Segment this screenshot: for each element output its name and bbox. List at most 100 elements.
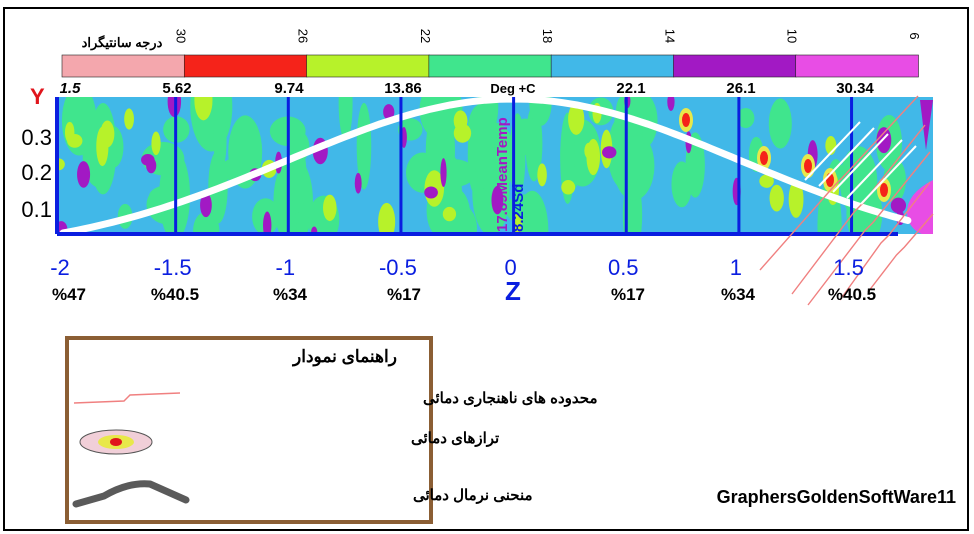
top-label: 30.34 bbox=[836, 80, 874, 97]
color-scale-title: درجه سانتیگراد bbox=[82, 34, 163, 51]
contour-region bbox=[383, 104, 395, 120]
y-tick-label: 0.2 bbox=[21, 160, 52, 185]
x-tick-label: 1.5 bbox=[833, 255, 864, 280]
contour-region bbox=[667, 97, 675, 111]
contour-region bbox=[920, 100, 933, 150]
top-label: 1.5 bbox=[60, 80, 82, 97]
percent-label: %40.5 bbox=[151, 285, 199, 304]
color-scale-tick: 6 bbox=[907, 32, 922, 39]
contour-region bbox=[440, 158, 447, 187]
anomaly-line-highlight bbox=[832, 133, 889, 193]
color-scale-tick: 14 bbox=[662, 29, 677, 43]
percent-label: %17 bbox=[387, 285, 421, 304]
contour-region bbox=[737, 108, 755, 129]
contour-region bbox=[516, 190, 549, 234]
color-scale-bar bbox=[61, 54, 919, 78]
contour-region bbox=[151, 131, 161, 156]
contour-region bbox=[194, 97, 213, 121]
x-axis-ticks: -2 -1.5 -1 -0.5 0 0.5 1 1.5 bbox=[50, 255, 864, 280]
contour-region bbox=[568, 103, 585, 135]
anomaly-line bbox=[791, 124, 926, 295]
color-scale-tick: 18 bbox=[540, 29, 555, 43]
contour-region bbox=[602, 146, 617, 159]
level-inner-symbol bbox=[110, 438, 122, 446]
curve-symbol bbox=[72, 480, 190, 508]
legend-label-anomaly: محدوده های ناهنجاری دمائی bbox=[423, 390, 597, 407]
contour-region bbox=[124, 108, 134, 130]
legend-label-curve: منحنی نرمال دمائی bbox=[413, 487, 533, 504]
color-scale-tick: 30 bbox=[173, 29, 188, 43]
contour-region bbox=[586, 138, 601, 176]
percent-label: %34 bbox=[273, 285, 308, 304]
contour-region bbox=[876, 127, 892, 154]
contour-region bbox=[788, 180, 804, 218]
contour-region bbox=[263, 211, 272, 234]
top-label: 5.62 bbox=[162, 80, 191, 97]
anomaly-lines bbox=[759, 95, 934, 306]
legend-title: راهنمای نمودار bbox=[291, 347, 397, 367]
x-tick-label: 0 bbox=[504, 255, 516, 280]
contour-region bbox=[77, 161, 91, 188]
x-tick-label: -1.5 bbox=[154, 255, 192, 280]
contour-region bbox=[354, 172, 362, 194]
z-grid-lines bbox=[174, 97, 854, 234]
contour-region bbox=[200, 192, 212, 218]
percent-label: %17 bbox=[611, 285, 645, 304]
contour-region bbox=[356, 102, 372, 190]
anomaly-line bbox=[839, 181, 931, 301]
top-temperature-labels: 1.5 5.62 9.74 13.86 Deg +C 22.1 26.1 30.34 bbox=[60, 80, 875, 97]
contour-region bbox=[453, 123, 472, 143]
color-band bbox=[795, 54, 919, 78]
anomaly-line-highlight bbox=[818, 127, 875, 187]
x-tick-label: -0.5 bbox=[379, 255, 417, 280]
color-scale-tick: 26 bbox=[296, 29, 311, 43]
contour-region bbox=[424, 186, 438, 199]
contour-region bbox=[804, 159, 812, 173]
top-label: 13.86 bbox=[384, 80, 422, 97]
software-credit: GraphersGoldenSoftWare11 bbox=[717, 487, 956, 507]
y-axis-ticks: 0.3 0.2 0.1 bbox=[21, 125, 52, 222]
top-label: 22.1 bbox=[616, 80, 645, 97]
legend-label-levels: ترازهای دمائی bbox=[411, 430, 499, 447]
normal-curve bbox=[59, 97, 912, 234]
percent-labels: %47 %40.5 %34 %17 %17 %34 %40.5 bbox=[52, 285, 876, 304]
color-band bbox=[673, 54, 797, 78]
anomaly-line bbox=[867, 213, 934, 293]
anomaly-line bbox=[807, 151, 931, 306]
percent-label: %34 bbox=[721, 285, 756, 304]
mean-temp-label: 17.89MeanTemp bbox=[494, 117, 511, 232]
color-band bbox=[306, 54, 430, 78]
contour-region bbox=[467, 104, 493, 162]
x-tick-label: 0.5 bbox=[608, 255, 639, 280]
contour-region bbox=[323, 194, 337, 222]
contour-region bbox=[682, 113, 690, 127]
contour-region bbox=[561, 179, 576, 195]
y-tick-label: 0.3 bbox=[21, 125, 52, 150]
top-label: 9.74 bbox=[274, 80, 304, 97]
contour-region bbox=[759, 174, 774, 188]
contour-region bbox=[442, 206, 457, 222]
anomaly-line-highlight bbox=[846, 139, 903, 199]
legend-item-levels: ترازهای دمائی bbox=[79, 429, 499, 455]
anomaly-line-symbol bbox=[73, 392, 181, 404]
anomaly-line bbox=[759, 95, 919, 271]
x-axis-label: Z bbox=[505, 276, 521, 306]
contour-region bbox=[513, 118, 537, 156]
y-tick-label: 0.1 bbox=[21, 197, 52, 222]
contour-region bbox=[529, 97, 552, 127]
contour-region bbox=[100, 120, 115, 148]
contour-region bbox=[768, 98, 792, 149]
legend-item-anomaly: محدوده های ناهنجاری دمائی bbox=[73, 390, 597, 407]
x-tick-label: -2 bbox=[50, 255, 70, 280]
color-scale-tick: 10 bbox=[785, 29, 800, 43]
legend-item-curve: منحنی نرمال دمائی bbox=[72, 480, 533, 508]
anomaly-line-highlight bbox=[860, 145, 917, 205]
top-label: 26.1 bbox=[726, 80, 755, 97]
legend-frame bbox=[65, 336, 433, 524]
percent-label: %47 bbox=[52, 285, 86, 304]
color-scale-ticks: 30 26 22 18 14 10 6 bbox=[173, 29, 922, 43]
color-band bbox=[550, 54, 675, 78]
contour-region bbox=[769, 184, 784, 212]
top-label: Deg +C bbox=[490, 81, 536, 96]
